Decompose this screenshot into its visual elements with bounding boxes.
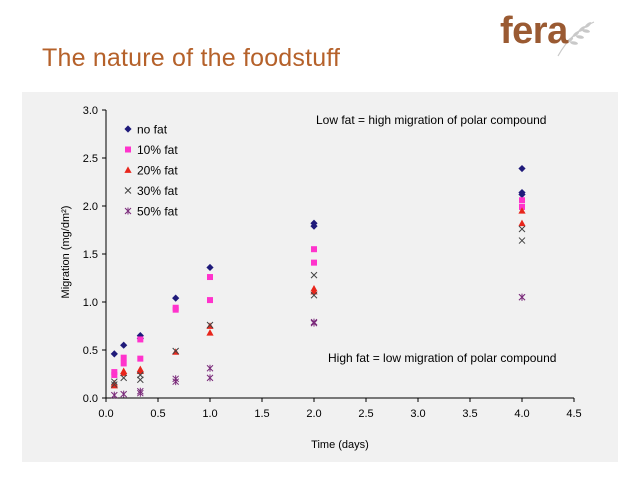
data-point <box>120 354 127 361</box>
series-30-fat <box>110 225 526 388</box>
data-point <box>518 225 526 233</box>
data-point <box>206 321 214 329</box>
x-axis-label: Time (days) <box>311 439 369 451</box>
y-tick-label: 2.5 <box>83 153 98 165</box>
legend-label: 10% fat <box>137 143 178 157</box>
annotation-low-fat: Low fat = high migration of polar compou… <box>316 113 546 127</box>
data-point <box>120 360 127 367</box>
data-point <box>120 369 128 376</box>
data-point <box>311 259 317 266</box>
y-tick-label: 1.0 <box>83 297 98 309</box>
data-point <box>136 371 144 379</box>
data-point <box>310 222 318 230</box>
data-point <box>137 355 144 362</box>
data-point <box>207 274 213 281</box>
chart-marks <box>110 164 526 399</box>
y-axis-label: Migration (mg/dm²) <box>60 206 72 299</box>
data-point <box>206 329 214 336</box>
data-point <box>120 390 128 398</box>
legend-label: 20% fat <box>137 164 178 178</box>
data-point <box>518 164 526 173</box>
y-tick-label: 2.0 <box>83 201 98 213</box>
x-tick-label: 4.0 <box>514 408 529 420</box>
data-point <box>518 293 526 301</box>
data-point <box>518 207 526 214</box>
series-10-fat <box>111 197 525 378</box>
x-tick-label: 2.5 <box>358 408 373 420</box>
legend-marker <box>125 146 131 153</box>
scatter-chart: 0.0 0.5 1.0 1.5 2.0 2.5 3.0 3.5 4.0 4.5 0.0 0.5 1.0 1… <box>60 105 582 451</box>
data-point <box>172 347 180 355</box>
data-point <box>518 219 526 227</box>
data-point <box>519 197 525 204</box>
y-tick-label: 0.5 <box>83 345 98 357</box>
legend-marker <box>124 207 132 215</box>
x-tick-label: 3.0 <box>410 408 425 420</box>
x-tick-label: 0.5 <box>150 408 165 420</box>
data-point <box>172 378 180 386</box>
x-tick-label: 0.0 <box>98 408 113 420</box>
y-tick-label: 3.0 <box>83 105 98 117</box>
data-point <box>136 367 144 374</box>
data-point <box>110 378 118 386</box>
x-tick-label: 1.0 <box>202 408 217 420</box>
legend-marker <box>124 187 132 194</box>
x-tick-label: 1.5 <box>254 408 269 420</box>
legend-label: no fat <box>137 123 168 137</box>
legend-label: 30% fat <box>137 184 178 198</box>
series-50-fat <box>110 293 526 399</box>
data-point <box>120 374 128 382</box>
data-point <box>136 389 144 397</box>
data-point <box>310 271 318 279</box>
data-point <box>206 263 214 272</box>
y-tick-label: 1.5 <box>83 249 98 261</box>
chart-legend: no fat 10% fat 20% fat 30% fat 50% fat <box>124 123 178 219</box>
chart-panel: 0.0 0.5 1.0 1.5 2.0 2.5 3.0 3.5 4.0 4.5 0.0 0.5 1.0 1… <box>22 92 618 462</box>
data-point <box>310 319 318 327</box>
data-point <box>172 306 179 313</box>
data-point <box>110 381 118 388</box>
data-point <box>172 294 180 302</box>
data-point <box>518 190 526 199</box>
data-point <box>120 341 128 349</box>
data-point <box>207 297 213 304</box>
logo-text: fera <box>500 10 568 52</box>
legend-label: 50% fat <box>137 205 178 219</box>
x-tick-label: 2.0 <box>306 408 321 420</box>
legend-marker <box>124 125 132 133</box>
data-point <box>111 371 118 378</box>
data-point <box>519 203 525 210</box>
x-tick-label: 3.5 <box>462 408 477 420</box>
slide-title: The nature of the foodstuff <box>42 44 341 72</box>
data-point <box>137 336 144 343</box>
data-point <box>110 350 118 358</box>
legend-marker <box>124 166 132 173</box>
data-point <box>206 374 214 382</box>
x-tick-label: 4.5 <box>566 408 581 420</box>
logo-leaf-icon <box>557 21 595 57</box>
chart-ticks: 0.0 0.5 1.0 1.5 2.0 2.5 3.0 3.5 4.0 4.5 0.0 0.5 1.0 1… <box>83 105 582 420</box>
data-point <box>206 364 214 372</box>
data-point <box>310 287 318 295</box>
y-tick-label: 0.0 <box>83 393 98 405</box>
data-point <box>136 376 144 384</box>
data-point <box>518 237 526 244</box>
data-point <box>110 391 118 399</box>
annotation-high-fat: High fat = low migration of polar compou… <box>328 351 556 365</box>
fera-logo: fera <box>488 10 598 64</box>
data-point <box>310 291 318 299</box>
data-point <box>311 246 317 253</box>
